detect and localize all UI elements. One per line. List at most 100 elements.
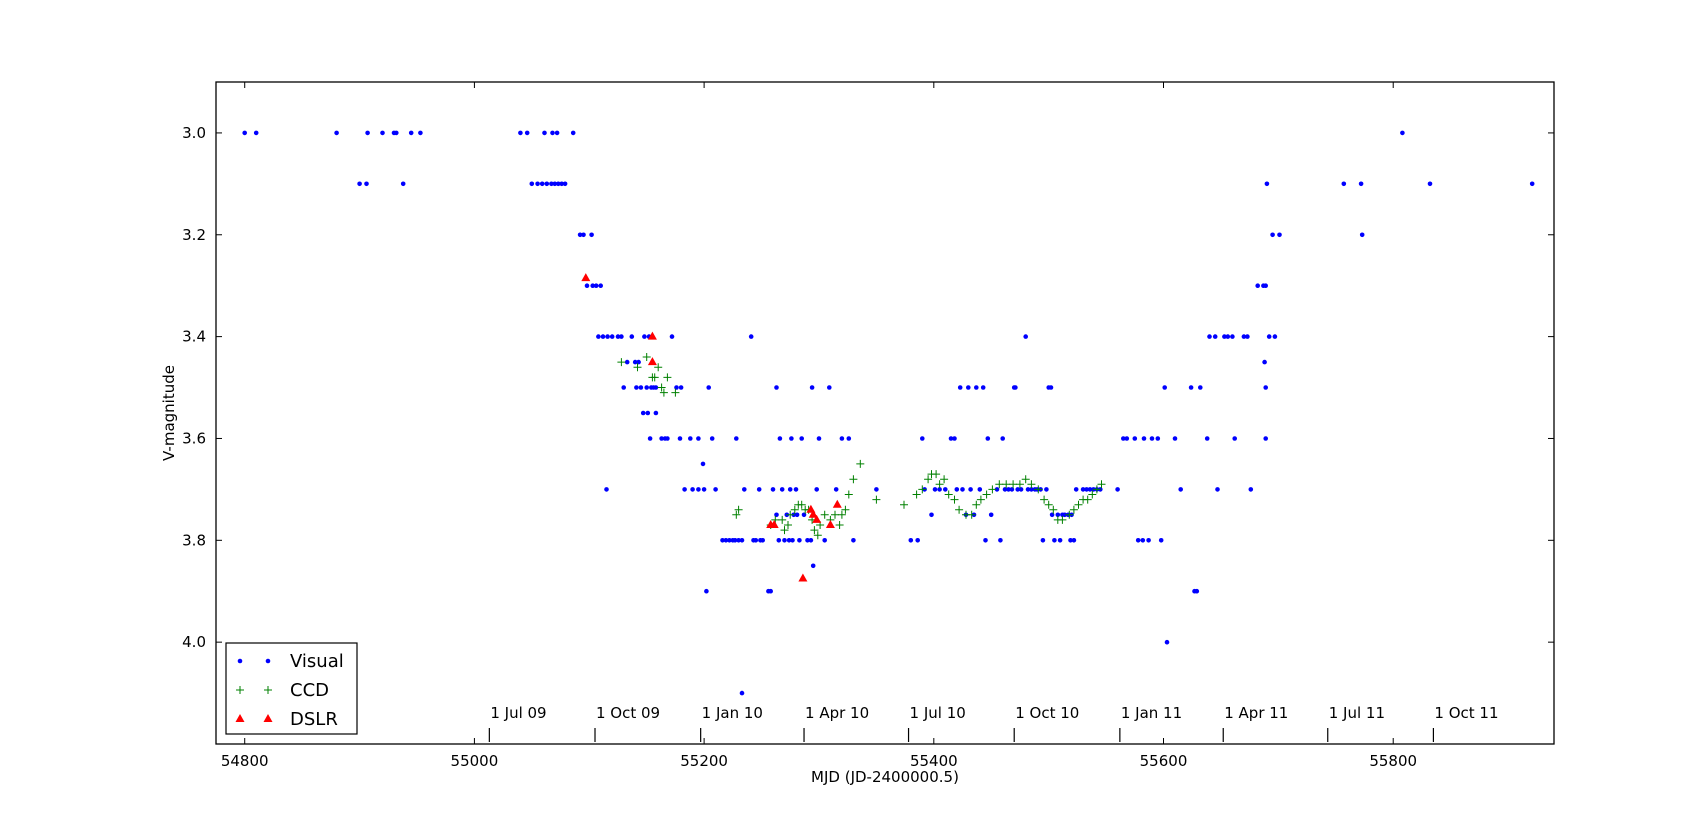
axes-layer: 54800 55000 55200 55400 55600 55800 3.0 3.2 3.4 3… <box>182 82 1554 770</box>
data-point-ccd <box>780 526 789 535</box>
data-point-visual <box>634 385 639 390</box>
data-point-visual <box>1529 181 1535 187</box>
date-marker-label: 1 Apr 11 <box>1224 704 1288 722</box>
data-point-ccd <box>972 500 981 509</box>
data-point-ccd <box>784 521 792 529</box>
data-point-visual <box>570 130 576 136</box>
data-point-visual <box>1400 130 1405 136</box>
data-point-ccd <box>841 505 850 514</box>
data-point-ccd <box>988 485 997 494</box>
data-point-visual <box>1057 538 1063 543</box>
data-point-visual <box>598 283 603 289</box>
data-point-visual <box>584 283 590 289</box>
data-point-visual <box>1115 487 1120 492</box>
data-point-visual <box>822 538 827 543</box>
data-point-visual <box>1264 181 1270 187</box>
data-point-visual <box>678 385 684 390</box>
date-marker-label: 1 Jan 10 <box>702 704 763 722</box>
data-point-ccd <box>844 490 853 499</box>
data-point-ccd <box>912 490 921 499</box>
data-point-visual <box>524 130 530 136</box>
data-point-ccd <box>659 388 668 397</box>
data-point-ccd <box>837 510 846 519</box>
series-visual <box>242 130 1535 696</box>
data-point-visual <box>596 334 601 339</box>
data-point-visual <box>753 538 759 543</box>
data-point-ccd <box>1044 500 1053 509</box>
x-tick-label: 55600 <box>1140 752 1188 770</box>
data-point-ccd <box>932 470 941 479</box>
data-point-visual <box>985 436 991 441</box>
legend-marker-ccd <box>236 686 244 694</box>
data-point-dslr <box>769 520 779 528</box>
data-point-visual <box>1245 334 1250 339</box>
data-point-ccd <box>820 510 829 519</box>
y-axis-label: V-magnitude <box>160 365 178 461</box>
y-tick-label: 3.8 <box>182 531 206 549</box>
legend-marker-visual <box>265 658 271 664</box>
data-point-ccd <box>831 510 839 519</box>
data-point-ccd <box>940 475 949 484</box>
data-point-ccd <box>617 358 626 367</box>
data-point-ccd <box>1074 500 1083 509</box>
data-point-ccd <box>786 510 795 519</box>
data-point-ccd <box>1065 510 1074 519</box>
data-point-visual <box>1040 538 1046 543</box>
data-point-visual <box>1124 436 1130 441</box>
data-point-visual <box>535 181 540 187</box>
data-point-ccd <box>654 363 663 372</box>
legend-entry-dslr: DSLR <box>235 709 338 730</box>
data-point-visual <box>814 487 819 492</box>
data-point-visual <box>1359 232 1365 238</box>
data-point-ccd <box>1040 495 1049 504</box>
data-point-visual <box>1149 436 1155 441</box>
data-point-visual <box>674 385 679 390</box>
data-point-visual <box>701 487 707 492</box>
data-point-visual <box>1048 385 1054 390</box>
data-point-visual <box>794 512 800 518</box>
data-point-visual <box>734 436 739 441</box>
legend-box <box>225 642 358 735</box>
data-point-visual <box>696 487 701 492</box>
data-point-ccd <box>657 383 666 392</box>
date-marker-label: 1 Oct 09 <box>596 704 660 722</box>
series-dslr <box>581 273 842 582</box>
data-point-visual <box>983 538 988 543</box>
data-point-visual <box>723 538 729 543</box>
data-point-visual <box>977 487 983 492</box>
data-point-visual <box>640 410 646 416</box>
data-point-visual <box>1188 385 1194 390</box>
data-point-ccd <box>790 505 799 514</box>
data-point-visual <box>968 487 973 492</box>
data-point-visual <box>624 359 630 365</box>
data-point-visual <box>1052 538 1057 543</box>
data-point-visual <box>653 410 659 416</box>
data-point-visual <box>790 538 795 543</box>
data-point-visual <box>542 130 547 136</box>
data-point-visual <box>1225 334 1231 339</box>
data-point-visual <box>669 334 675 339</box>
data-point-visual <box>550 130 555 136</box>
data-point-dslr <box>812 514 822 523</box>
data-point-visual <box>394 130 399 136</box>
data-point-visual <box>638 385 644 390</box>
x-axis-label: MJD (JD-2400000.5) <box>811 768 959 786</box>
data-point-visual <box>1013 385 1018 390</box>
data-point-visual <box>1241 334 1247 339</box>
data-point-visual <box>1068 538 1073 543</box>
y-tick-label: 3.2 <box>182 226 206 244</box>
data-point-visual <box>1263 283 1268 289</box>
data-point-visual <box>793 487 799 492</box>
x-tick-label: 55200 <box>680 752 728 770</box>
data-point-visual <box>774 385 779 390</box>
data-point-visual <box>600 334 606 339</box>
data-point-visual <box>908 538 914 543</box>
data-point-ccd <box>642 353 651 361</box>
data-point-visual <box>1164 639 1170 645</box>
data-point-visual <box>1427 181 1433 187</box>
data-point-visual <box>960 487 965 492</box>
data-point-ccd <box>732 510 741 519</box>
data-point-visual <box>1000 436 1005 441</box>
data-point-ccd <box>835 521 844 529</box>
data-point-visual <box>929 512 934 518</box>
